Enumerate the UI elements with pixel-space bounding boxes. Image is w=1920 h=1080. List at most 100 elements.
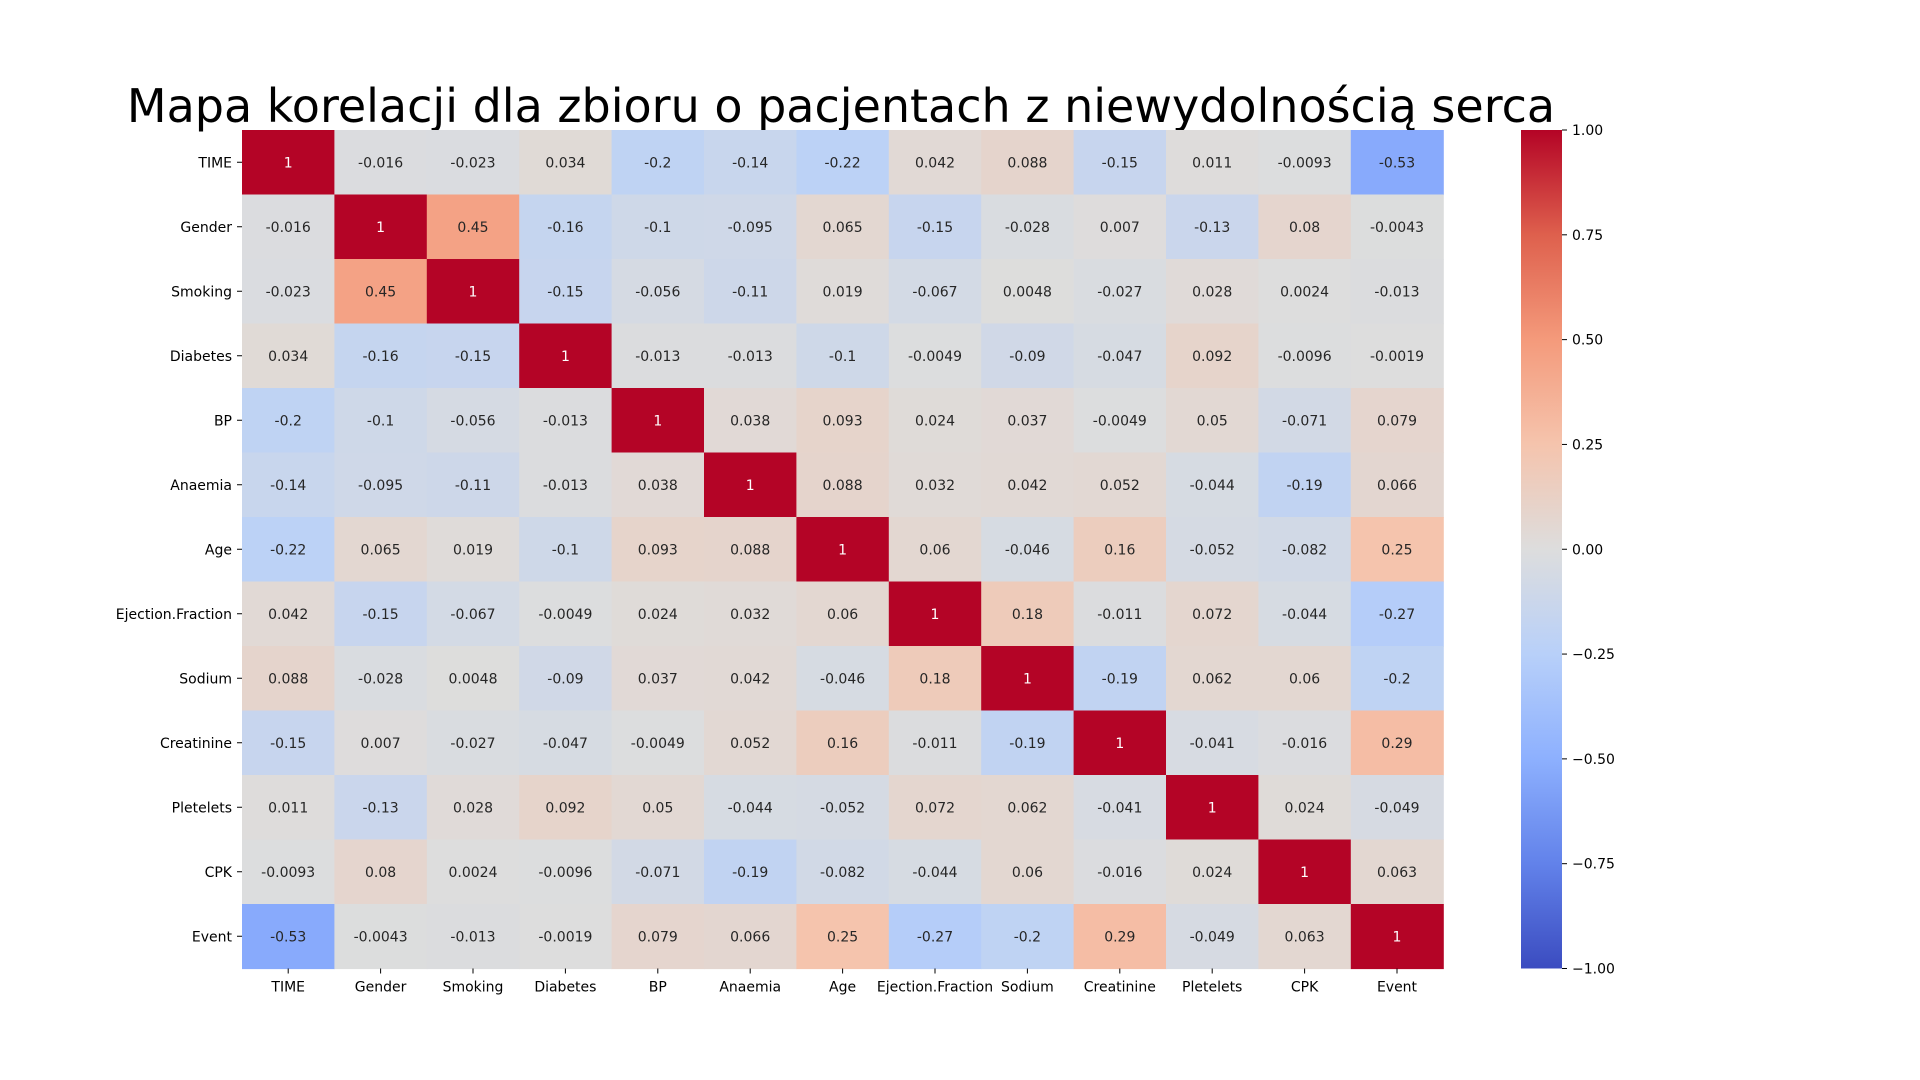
heatmap-cell-label: -0.1 xyxy=(367,413,394,429)
heatmap-cell-label: 0.0048 xyxy=(449,671,498,687)
heatmap-cell-Pletelets-Pletelets xyxy=(1166,775,1259,841)
heatmap-cell-label: -0.046 xyxy=(1005,542,1050,558)
heatmap-cell-BP-Smoking xyxy=(426,388,520,454)
heatmap-cell-Age-BP xyxy=(611,517,705,583)
x-axis-tick-label: Gender xyxy=(355,980,407,996)
x-axis-tick-label: Smoking xyxy=(443,980,504,996)
heatmap-cell-label: 0.08 xyxy=(365,865,396,881)
heatmap-cell-BP-Diabetes xyxy=(519,388,613,454)
heatmap-cell-label: -0.047 xyxy=(543,736,588,752)
heatmap-cell-Pletelets-CPK xyxy=(1258,775,1352,841)
heatmap-cell-Pletelets-Diabetes xyxy=(519,775,613,841)
heatmap-cell-label: -0.0043 xyxy=(1370,220,1424,236)
heatmap-cell-label: 0.18 xyxy=(1012,607,1043,623)
heatmap-cell-Smoking-Ejection.Fraction xyxy=(888,259,982,325)
heatmap-cell-Ejection.Fraction-CPK xyxy=(1258,581,1352,647)
heatmap-cell-label: 0.0048 xyxy=(1003,284,1052,300)
heatmap-cell-Event-Creatinine xyxy=(1073,904,1167,970)
heatmap-cell-Diabetes-Sodium xyxy=(981,323,1075,389)
heatmap-cell-Ejection.Fraction-Anaemia xyxy=(704,581,797,647)
heatmap-cell-Smoking-Sodium xyxy=(981,259,1075,325)
heatmap-cell-Age-Age xyxy=(796,517,890,583)
heatmap-cell-Sodium-Sodium xyxy=(981,646,1075,712)
heatmap-cell-label: 1 xyxy=(1023,671,1032,687)
x-axis-tick-label: Diabetes xyxy=(534,980,596,996)
heatmap-cell-Creatinine-TIME xyxy=(242,710,335,776)
heatmap-cell-label: -0.0096 xyxy=(538,865,592,881)
heatmap-cell-label: 0.06 xyxy=(1012,865,1043,881)
heatmap-cell-Pletelets-BP xyxy=(611,775,705,841)
x-axis-tick-label: Creatinine xyxy=(1084,980,1156,996)
heatmap-cell-Anaemia-CPK xyxy=(1258,452,1352,518)
heatmap-cell-label: -0.067 xyxy=(912,284,957,300)
heatmap-cell-CPK-Age xyxy=(796,839,890,905)
heatmap-cell-label: -0.041 xyxy=(1190,736,1235,752)
y-axis-tick-label: Pletelets xyxy=(172,800,232,816)
heatmap-cell-label: 0.042 xyxy=(730,671,770,687)
heatmap-cell-label: -0.15 xyxy=(270,736,306,752)
heatmap-cell-label: 0.024 xyxy=(1192,865,1232,881)
heatmap-cell-Creatinine-Diabetes xyxy=(519,710,613,776)
heatmap-cell-label: 0.079 xyxy=(638,929,678,945)
heatmap-cell-Anaemia-BP xyxy=(611,452,705,518)
heatmap-cell-Smoking-Age xyxy=(796,259,890,325)
heatmap-cell-Event-Ejection.Fraction xyxy=(888,904,982,970)
heatmap-cell-label: 0.065 xyxy=(361,542,401,558)
heatmap-cell-label: -0.0049 xyxy=(538,607,592,623)
heatmap-cell-label: -0.53 xyxy=(270,929,306,945)
heatmap-cell-label: -0.023 xyxy=(266,284,311,300)
heatmap-cell-TIME-TIME xyxy=(242,130,335,196)
heatmap-cell-CPK-Gender xyxy=(334,839,428,905)
heatmap-cell-Smoking-Pletelets xyxy=(1166,259,1259,325)
y-axis-tick-label: Ejection.Fraction xyxy=(116,607,232,623)
heatmap-cell-Event-Age xyxy=(796,904,890,970)
heatmap-cell-label: 0.079 xyxy=(1377,413,1417,429)
heatmap-cell-Gender-BP xyxy=(611,194,705,260)
heatmap-cell-BP-Pletelets xyxy=(1166,388,1259,454)
heatmap-cell-label: -0.071 xyxy=(1282,413,1327,429)
x-axis-tick-label: Event xyxy=(1377,980,1418,996)
heatmap-cell-Pletelets-Age xyxy=(796,775,890,841)
heatmap-cell-Sodium-Creatinine xyxy=(1073,646,1167,712)
y-axis-tick-label: Gender xyxy=(180,220,232,236)
heatmap-cell-Pletelets-Creatinine xyxy=(1073,775,1167,841)
heatmap-cell-TIME-Pletelets xyxy=(1166,130,1259,196)
heatmap-cell-label: -0.016 xyxy=(1282,736,1327,752)
heatmap-cell-label: -0.22 xyxy=(824,155,860,171)
colorbar-tick-label: 0.75 xyxy=(1572,228,1603,244)
heatmap-cell-TIME-Event xyxy=(1350,130,1444,196)
heatmap-cell-Age-Pletelets xyxy=(1166,517,1259,583)
heatmap-cell-BP-Event xyxy=(1350,388,1444,454)
x-axis-tick-label: Pletelets xyxy=(1182,980,1242,996)
heatmap-cell-label: -0.19 xyxy=(1102,671,1138,687)
heatmap-cell-label: 0.0024 xyxy=(449,865,498,881)
x-axis-tick-label: BP xyxy=(649,980,667,996)
colorbar-tick-label: 1.00 xyxy=(1572,123,1603,139)
heatmap-cell-label: 0.011 xyxy=(1192,155,1232,171)
heatmap-cell-label: 0.024 xyxy=(1285,800,1325,816)
heatmap-cell-Ejection.Fraction-Sodium xyxy=(981,581,1075,647)
heatmap-cell-label: -0.2 xyxy=(644,155,671,171)
heatmap-cell-Ejection.Fraction-BP xyxy=(611,581,705,647)
heatmap-cell-Diabetes-BP xyxy=(611,323,705,389)
heatmap-cell-label: 0.063 xyxy=(1285,929,1325,945)
heatmap-cell-Creatinine-Pletelets xyxy=(1166,710,1259,776)
heatmap-cell-label: 0.092 xyxy=(545,800,585,816)
heatmap-cell-Diabetes-Age xyxy=(796,323,890,389)
heatmap-cell-TIME-Diabetes xyxy=(519,130,613,196)
heatmap-cell-label: -0.19 xyxy=(732,865,768,881)
heatmap-cell-Diabetes-TIME xyxy=(242,323,335,389)
heatmap-cell-label: -0.049 xyxy=(1374,800,1419,816)
y-axis-tick-labels: TIME Gender Smoking Diabetes BP Anaemia Age Eje… xyxy=(116,155,242,945)
heatmap-cell-Creatinine-Event xyxy=(1350,710,1444,776)
heatmap-cell-label: -0.13 xyxy=(1194,220,1230,236)
heatmap-cell-label: 1 xyxy=(284,155,293,171)
heatmap-cell-label: 0.088 xyxy=(268,671,308,687)
heatmap-cell-Smoking-Diabetes xyxy=(519,259,613,325)
heatmap-cell-Ejection.Fraction-Smoking xyxy=(426,581,520,647)
heatmap-cell-Sodium-BP xyxy=(611,646,705,712)
heatmap-cell-BP-BP xyxy=(611,388,705,454)
heatmap-cell-label: -0.044 xyxy=(1282,607,1327,623)
heatmap-cell-label: -0.047 xyxy=(1097,349,1142,365)
heatmap-cell-Pletelets-TIME xyxy=(242,775,335,841)
